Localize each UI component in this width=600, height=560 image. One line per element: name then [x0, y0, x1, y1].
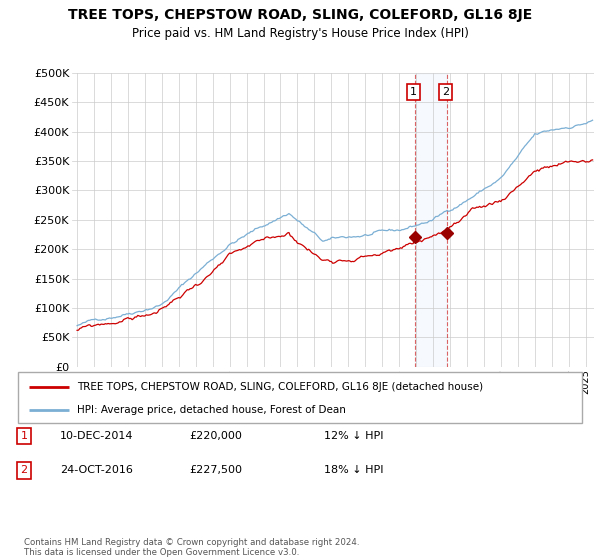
- Text: 1: 1: [410, 87, 417, 97]
- Text: TREE TOPS, CHEPSTOW ROAD, SLING, COLEFORD, GL16 8JE: TREE TOPS, CHEPSTOW ROAD, SLING, COLEFOR…: [68, 8, 532, 22]
- Text: 24-OCT-2016: 24-OCT-2016: [60, 465, 133, 475]
- Bar: [415, 73, 447, 367]
- Text: 2: 2: [442, 87, 449, 97]
- Text: 10-DEC-2014: 10-DEC-2014: [60, 431, 133, 441]
- Text: 18% ↓ HPI: 18% ↓ HPI: [324, 465, 383, 475]
- Text: Price paid vs. HM Land Registry's House Price Index (HPI): Price paid vs. HM Land Registry's House …: [131, 27, 469, 40]
- Text: Contains HM Land Registry data © Crown copyright and database right 2024.
This d: Contains HM Land Registry data © Crown c…: [24, 538, 359, 557]
- Text: £227,500: £227,500: [189, 465, 242, 475]
- Text: 12% ↓ HPI: 12% ↓ HPI: [324, 431, 383, 441]
- Text: £220,000: £220,000: [189, 431, 242, 441]
- Text: 2: 2: [20, 465, 28, 475]
- Text: HPI: Average price, detached house, Forest of Dean: HPI: Average price, detached house, Fore…: [77, 405, 346, 415]
- Text: 1: 1: [20, 431, 28, 441]
- Text: TREE TOPS, CHEPSTOW ROAD, SLING, COLEFORD, GL16 8JE (detached house): TREE TOPS, CHEPSTOW ROAD, SLING, COLEFOR…: [77, 381, 484, 391]
